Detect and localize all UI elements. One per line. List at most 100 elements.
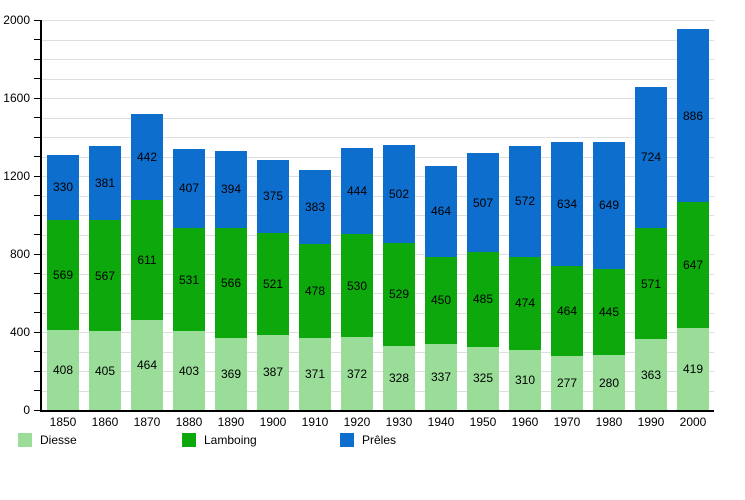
legend-item-lamboing: Lamboing [182, 432, 257, 448]
bar-segment-prles-1970: 634 [551, 141, 583, 266]
value-label: 403 [178, 363, 200, 378]
value-label: 566 [220, 275, 242, 290]
y-tick-1100 [34, 195, 40, 196]
value-label: 569 [52, 267, 74, 282]
gridline-600 [42, 293, 714, 294]
bar-segment-lamboing-1920: 530 [341, 234, 373, 338]
x-axis-label-1980: 1980 [595, 415, 623, 429]
gridline-1000 [42, 215, 714, 216]
bar-segment-diesse-1940: 337 [425, 344, 457, 410]
bar-segment-diesse-1880: 403 [173, 331, 205, 410]
value-label: 277 [556, 376, 578, 390]
gridline-100 [42, 390, 714, 392]
bar-segment-diesse-1850: 408 [47, 330, 79, 410]
y-tick-1500 [34, 117, 40, 118]
bar-segment-prles-1990: 724 [635, 86, 667, 228]
legend-item-preles: Prêles [340, 432, 396, 448]
gridline-700 [42, 273, 714, 275]
value-label: 445 [598, 305, 620, 320]
value-label: 375 [262, 189, 284, 204]
value-label: 442 [136, 150, 158, 165]
gridline-800 [42, 254, 714, 255]
y-axis-label-0: 0 [23, 403, 30, 417]
gridline-1800 [42, 59, 714, 60]
y-axis-label-800: 800 [9, 247, 30, 261]
gridline-1100 [42, 195, 714, 197]
bar-segment-diesse-1890: 369 [215, 338, 247, 410]
y-tick-1900 [34, 39, 40, 40]
bar-segment-diesse-1930: 328 [383, 346, 415, 410]
gridline-500 [42, 312, 714, 314]
y-tick-1600 [34, 97, 40, 99]
y-axis-label-1600: 1600 [3, 91, 30, 105]
y-tick-1300 [34, 156, 40, 157]
value-label: 649 [598, 198, 620, 213]
bar-segment-lamboing-2000: 647 [677, 202, 709, 329]
bar-segment-diesse-1900: 387 [257, 334, 289, 410]
x-axis-label-1880: 1880 [175, 415, 203, 429]
value-label: 485 [472, 292, 494, 307]
value-label: 363 [640, 367, 662, 382]
legend-label-diesse: Diesse [40, 433, 77, 447]
bar-segment-prles-1940: 464 [425, 166, 457, 257]
bar-segment-diesse-1910: 371 [299, 337, 331, 410]
value-label: 478 [304, 284, 326, 299]
value-label: 474 [514, 296, 536, 311]
bar-segment-prles-2000: 886 [677, 29, 709, 203]
value-label: 531 [178, 272, 200, 287]
value-label: 444 [346, 183, 368, 198]
y-tick-1400 [34, 136, 40, 138]
gridline-1600 [42, 98, 714, 99]
gridline-300 [42, 351, 714, 353]
x-axis-label-1970: 1970 [553, 415, 581, 429]
gridline-1300 [42, 156, 714, 158]
bar-segment-diesse-1980: 280 [593, 355, 625, 410]
value-label: 280 [598, 375, 620, 390]
x-axis-label-1900: 1900 [259, 415, 287, 429]
y-axis: 0 400 800 1200 1600 2000 [0, 13, 30, 417]
y-tick-1800 [34, 58, 40, 60]
y-tick-1200 [34, 175, 40, 177]
bar-segment-prles-1880: 407 [173, 148, 205, 228]
bar-segment-prles-1950: 507 [467, 153, 499, 253]
gridline-2000 [42, 20, 714, 21]
value-label: 419 [682, 362, 704, 377]
x-axis-label-1860: 1860 [91, 415, 119, 429]
bar-segment-prles-1910: 383 [299, 169, 331, 245]
value-label: 369 [220, 367, 242, 382]
x-axis-labels: 1850 1860 1870 1880 1890 1900 1910 1920 1930 1940… [42, 415, 714, 429]
value-label: 394 [220, 182, 242, 197]
value-label: 330 [52, 180, 74, 195]
y-tick-800 [34, 253, 40, 255]
bar-segment-lamboing-1850: 569 [47, 219, 79, 331]
value-label: 507 [472, 195, 494, 210]
y-axis-label-400: 400 [9, 325, 30, 339]
bar-segment-lamboing-1860: 567 [89, 220, 121, 332]
bar-segment-lamboing-1970: 464 [551, 265, 583, 356]
value-label: 611 [137, 252, 157, 267]
bar-segment-prles-1980: 649 [593, 142, 625, 269]
y-tick-200 [34, 370, 40, 372]
value-label: 572 [514, 194, 536, 209]
gridline-400 [42, 332, 714, 333]
gridline-1500 [42, 117, 714, 119]
legend-swatch-preles [340, 433, 354, 447]
x-axis-label-1940: 1940 [427, 415, 455, 429]
x-axis-label-1930: 1930 [385, 415, 413, 429]
legend-label-lamboing: Lamboing [204, 433, 257, 447]
bar-segment-lamboing-1910: 478 [299, 244, 331, 338]
value-label: 567 [94, 268, 116, 283]
value-label: 647 [682, 258, 704, 273]
bar-segment-diesse-1970: 277 [551, 356, 583, 410]
bar-segment-prles-1920: 444 [341, 147, 373, 235]
x-axis-label-1910: 1910 [301, 415, 329, 429]
bar-segment-diesse-1870: 464 [131, 319, 163, 410]
y-tick-300 [34, 351, 40, 352]
bar-segment-prles-1890: 394 [215, 150, 247, 228]
y-tick-0 [34, 409, 40, 411]
value-label: 886 [682, 108, 704, 123]
y-tick-1000 [34, 214, 40, 216]
bar-segment-lamboing-1980: 445 [593, 268, 625, 356]
value-label: 337 [430, 370, 452, 385]
